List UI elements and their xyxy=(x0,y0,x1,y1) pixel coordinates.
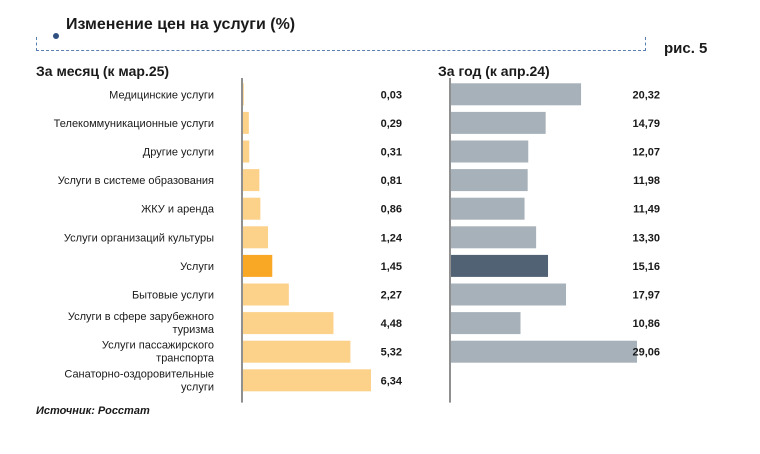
category-label: Услуги в сфере зарубежного туризма xyxy=(68,311,215,336)
month-bar xyxy=(243,369,371,392)
month-value-label: 0,86 xyxy=(381,204,402,216)
year-value-label: 11,98 xyxy=(633,175,660,187)
year-value-label: 29,06 xyxy=(632,347,660,359)
month-value-label: 0,29 xyxy=(381,118,402,130)
category-label: Услуги организаций культуры xyxy=(64,232,214,244)
month-bar xyxy=(243,226,269,249)
year-value-label: 15,16 xyxy=(632,261,660,273)
title-frame xyxy=(36,37,646,51)
year-bar xyxy=(451,283,567,306)
category-label: Другие услуги xyxy=(143,147,214,159)
month-value-label: 0,03 xyxy=(381,89,402,101)
figure-label: рис. 5 xyxy=(664,40,708,57)
category-label: Услуги xyxy=(180,261,214,273)
year-bar xyxy=(451,83,582,106)
month-value-label: 4,48 xyxy=(381,318,402,330)
year-value-label: 12,07 xyxy=(632,147,660,159)
year-value-label: 11,49 xyxy=(633,204,660,216)
month-bar xyxy=(243,140,250,163)
year-bar xyxy=(451,169,528,192)
month-bar xyxy=(243,254,273,277)
year-bar xyxy=(451,312,521,335)
month-bar xyxy=(243,283,289,306)
month-value-label: 0,31 xyxy=(381,147,402,159)
year-bar xyxy=(451,140,529,163)
category-label: Бытовые услуги xyxy=(132,290,214,302)
year-bar xyxy=(451,226,537,249)
year-value-label: 10,86 xyxy=(632,318,660,330)
month-bar xyxy=(243,111,249,134)
month-bar xyxy=(243,197,261,220)
year-bar xyxy=(451,197,525,220)
month-value-label: 2,27 xyxy=(381,290,402,302)
year-panel-title: За год (к апр.24) xyxy=(438,63,550,79)
year-bar xyxy=(451,254,549,277)
month-bar xyxy=(243,83,244,106)
year-value-label: 20,32 xyxy=(632,89,660,101)
month-bar xyxy=(243,340,351,363)
year-value-label: 13,30 xyxy=(632,232,660,244)
month-value-label: 6,34 xyxy=(381,375,403,387)
year-bar xyxy=(451,340,637,363)
chart-title: Изменение цен на услуги (%) xyxy=(66,16,296,33)
source-note: Источник: Росстат xyxy=(36,405,150,417)
month-value-label: 5,32 xyxy=(381,347,402,359)
category-label: ЖКУ и аренда xyxy=(141,204,215,216)
month-bar xyxy=(243,312,334,335)
month-value-label: 1,45 xyxy=(381,261,402,273)
year-value-label: 14,79 xyxy=(632,118,660,130)
month-value-label: 1,24 xyxy=(381,232,403,244)
year-value-label: 17,97 xyxy=(632,290,660,302)
category-label: Услуги пассажирского транспорта xyxy=(102,340,215,365)
category-label: Медицинские услуги xyxy=(109,89,214,101)
month-bar xyxy=(243,169,260,192)
category-label: Услуги в системе образования xyxy=(58,175,214,187)
category-label: Телекоммуникационные услуги xyxy=(54,118,214,130)
month-panel-title: За месяц (к мар.25) xyxy=(36,63,170,79)
category-label: Санаторно-оздоровительные услуги xyxy=(64,368,214,393)
year-bar xyxy=(451,111,546,134)
month-value-label: 0,81 xyxy=(381,175,402,187)
title-bullet-icon xyxy=(53,33,59,39)
